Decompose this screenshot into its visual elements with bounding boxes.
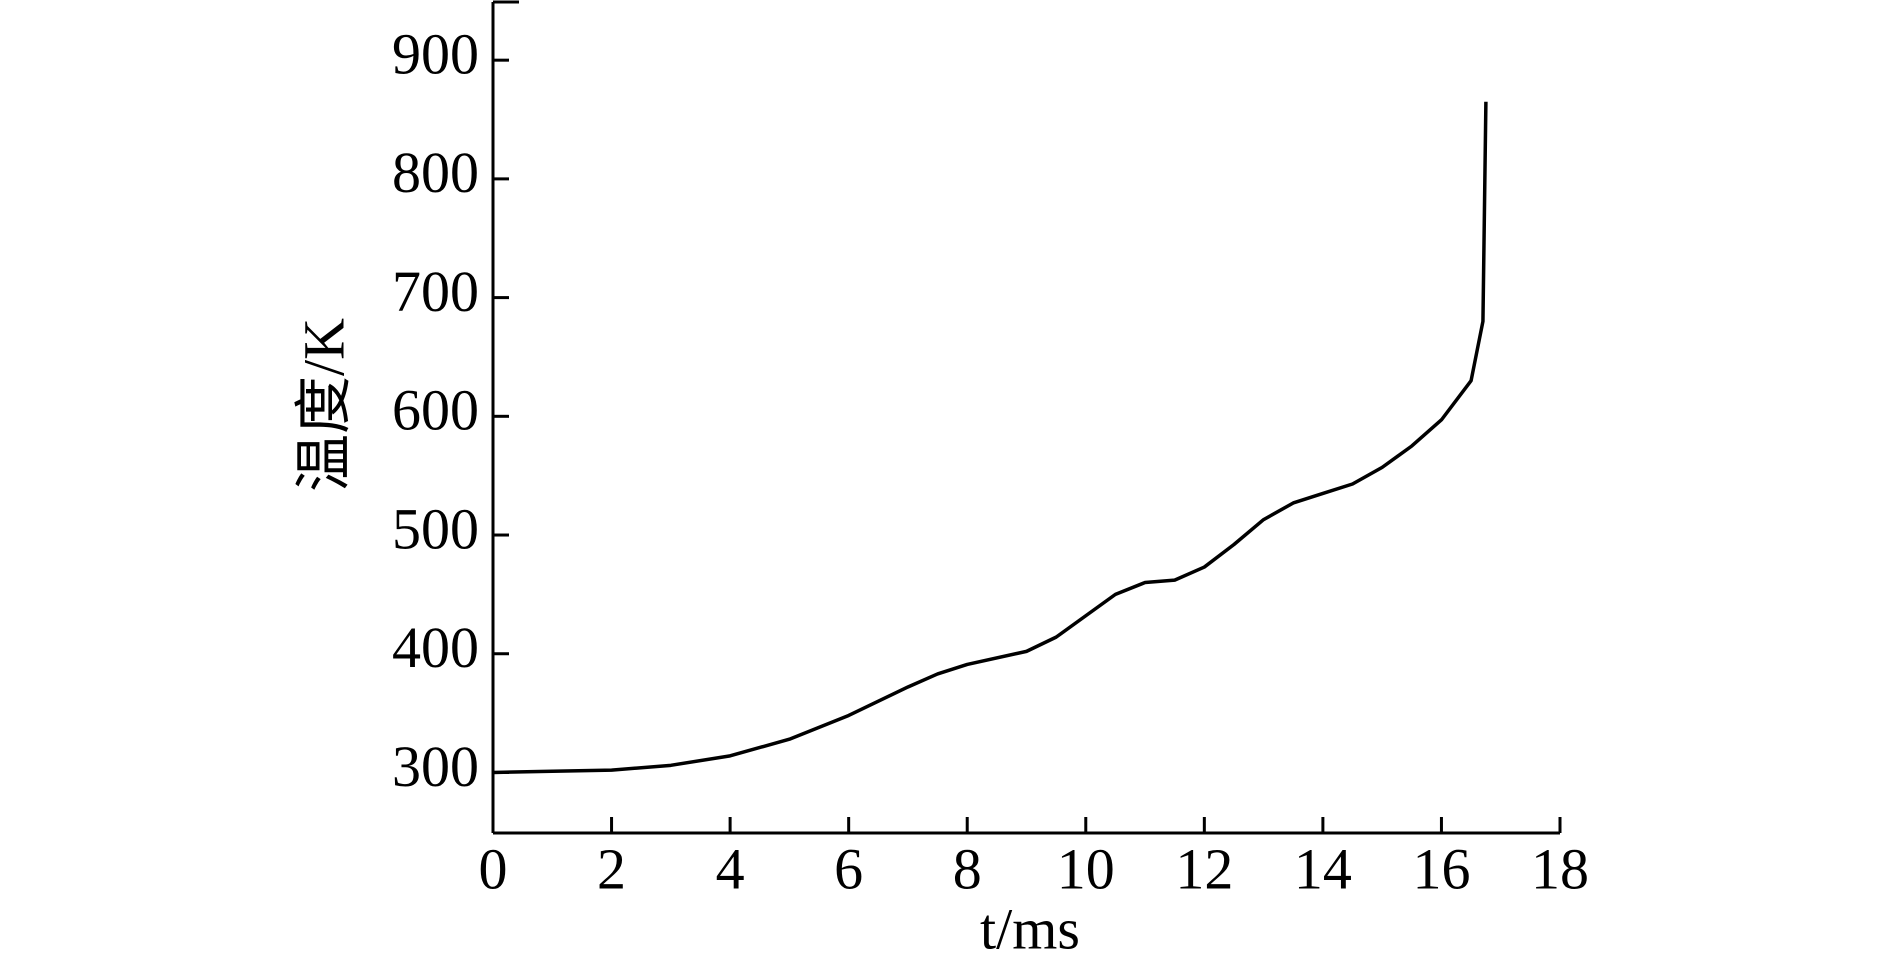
- x-axis-label: t/ms: [980, 896, 1080, 961]
- y-tick-label: 300: [392, 734, 479, 799]
- y-axis-label: 温度/K: [291, 318, 356, 492]
- y-tick-label: 600: [392, 378, 479, 443]
- x-tick-label: 6: [834, 836, 863, 901]
- x-tick-label: 16: [1412, 836, 1470, 901]
- x-tick-label: 14: [1294, 836, 1352, 901]
- y-tick-label: 700: [392, 259, 479, 324]
- line-series: [492, 101, 1488, 775]
- y-tick-label: 500: [392, 496, 479, 561]
- y-tick-label: 800: [392, 140, 479, 205]
- x-tick-label: 12: [1175, 836, 1233, 901]
- x-tick-label: 8: [953, 836, 982, 901]
- y-tick-label: 400: [392, 615, 479, 680]
- x-tick-label: 2: [597, 836, 626, 901]
- x-tick-label: 4: [716, 836, 745, 901]
- x-tick-label: 18: [1531, 836, 1589, 901]
- x-tick-label: 10: [1057, 836, 1115, 901]
- y-tick-label: 900: [392, 21, 479, 86]
- x-tick-label: 0: [479, 836, 508, 901]
